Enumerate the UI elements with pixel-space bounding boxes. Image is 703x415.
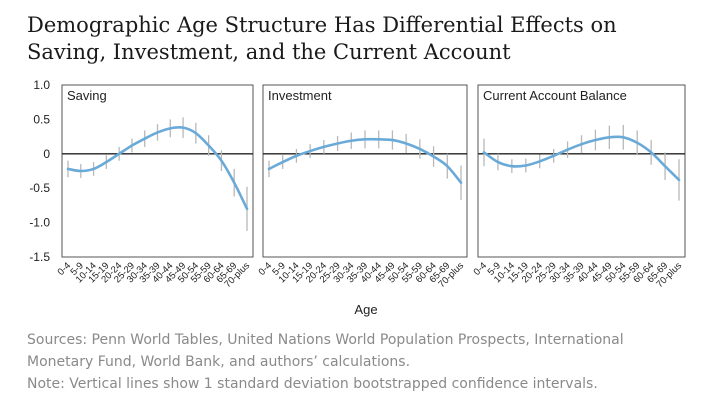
series-line: [482, 135, 681, 182]
series-line: [66, 126, 249, 211]
y-tick-label: -1.5: [29, 250, 50, 264]
y-tick-label: -0.5: [29, 181, 50, 195]
sources-line-1: Sources: Penn World Tables, United Natio…: [27, 332, 624, 348]
y-tick-label: -1.0: [29, 216, 50, 230]
series-line: [267, 137, 463, 184]
panel-frame: [262, 84, 468, 258]
panel-label: Investment: [268, 88, 332, 103]
panel-frame: [477, 84, 686, 258]
sources-line-2: Monetary Fund, World Bank, and authors’ …: [27, 354, 411, 370]
chart-title: Demographic Age Structure Has Differenti…: [27, 13, 617, 64]
x-axis-label: Age: [354, 302, 377, 317]
panel-label: Current Account Balance: [483, 88, 627, 103]
y-tick-label: 1.0: [33, 78, 50, 92]
note-line: Note: Vertical lines show 1 standard dev…: [27, 376, 598, 392]
chart-canvas: 1.00.50-0.5-1.0-1.5Saving0-45-910-1415-1…: [29, 78, 686, 317]
y-tick-label: 0.5: [33, 112, 50, 126]
chart-footer: Sources: Penn World Tables, United Natio…: [27, 329, 697, 395]
panel-label: Saving: [67, 88, 107, 103]
y-tick-label: 0: [43, 147, 50, 161]
panel-frame: [61, 84, 254, 258]
